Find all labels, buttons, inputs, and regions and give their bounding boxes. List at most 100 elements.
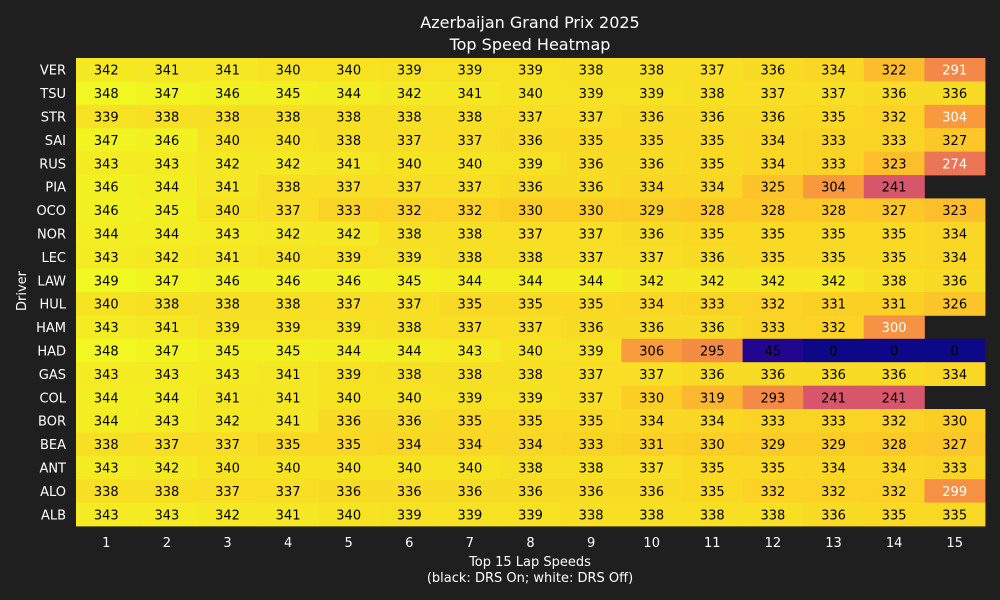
cell-value-label: 336 [579, 321, 604, 336]
heatmap-cell [136, 315, 198, 340]
cell-value-label: 333 [760, 321, 785, 336]
heatmap-cell [197, 58, 259, 82]
cell-value-label: 340 [518, 87, 543, 102]
heatmap-cell [803, 455, 865, 480]
heatmap-cell [500, 432, 562, 457]
cell-value-label: 340 [336, 64, 361, 79]
cell-value-label: 338 [700, 508, 725, 523]
cell-value-label: 342 [397, 87, 422, 102]
heatmap-cell [318, 432, 380, 457]
heatmap-cell [439, 432, 501, 457]
cell-value-label: 328 [700, 204, 725, 219]
x-axis-label: Top 15 Lap Speeds [468, 555, 591, 570]
heatmap-cell [76, 151, 137, 176]
cell-value-label: 334 [821, 462, 846, 477]
heatmap-cell [803, 81, 865, 106]
cell-value-label: 323 [882, 157, 907, 172]
heatmap-cell [76, 292, 137, 316]
heatmap-cell [803, 502, 865, 527]
heatmap-cell [560, 58, 622, 82]
x-tick-label: 7 [466, 536, 474, 551]
heatmap-cell [439, 385, 501, 410]
heatmap-cell [863, 175, 925, 199]
cell-value-label: 338 [276, 111, 301, 126]
heatmap-cell [560, 385, 622, 410]
heatmap-cell [803, 175, 865, 199]
cell-value-label: 338 [154, 485, 179, 500]
cell-value-label: 346 [215, 274, 240, 289]
heatmap-cell [136, 432, 198, 457]
heatmap-cell [621, 385, 683, 410]
cell-value-label: 336 [518, 485, 543, 500]
cell-value-label: 346 [336, 274, 361, 289]
cell-value-label: 339 [215, 321, 240, 336]
heatmap-cell [136, 268, 198, 293]
cell-value-label: 346 [154, 134, 179, 149]
cell-value-label: 338 [457, 111, 482, 126]
y-axis-label: Driver [15, 270, 30, 311]
cell-value-label: 334 [882, 462, 907, 477]
y-tick-label: VER [40, 64, 66, 79]
cell-value-label: 344 [94, 415, 119, 430]
cell-value-label: 330 [942, 415, 967, 430]
heatmap-cell [318, 81, 380, 106]
cell-value-label: 349 [94, 274, 119, 289]
heatmap-cell [439, 58, 501, 82]
heatmap-cell [76, 315, 137, 340]
cell-value-label: 338 [518, 368, 543, 383]
heatmap-cell [500, 315, 562, 340]
y-tick-label: BEA [40, 438, 66, 453]
heatmap-cell [500, 198, 562, 223]
cell-value-label: 339 [397, 251, 422, 266]
cell-value-label: 339 [336, 321, 361, 336]
cell-value-label: 335 [882, 228, 907, 243]
heatmap-cell [863, 385, 925, 410]
cell-value-label: 299 [942, 485, 967, 500]
heatmap-cell [379, 268, 440, 293]
heatmap-cell [379, 385, 440, 410]
heatmap-cell [379, 479, 440, 503]
heatmap-cell [76, 245, 137, 269]
heatmap-cell [257, 221, 319, 246]
cell-value-label: 334 [397, 438, 422, 453]
heatmap-cell [560, 362, 622, 386]
x-tick-label: 14 [886, 536, 903, 551]
cell-value-label: 336 [639, 111, 664, 126]
heatmap-cell [742, 362, 804, 386]
cell-value-label: 322 [882, 64, 907, 79]
cell-value-label: 339 [518, 508, 543, 523]
cell-value-label: 334 [639, 181, 664, 196]
cell-value-label: 338 [154, 298, 179, 313]
heatmap-cell [621, 362, 683, 386]
chart-title: Azerbaijan Grand Prix 2025 [420, 13, 639, 32]
cell-value-label: 340 [336, 462, 361, 477]
heatmap-cell [560, 221, 622, 246]
heatmap-cell [257, 151, 319, 176]
heatmap-cell [924, 479, 986, 503]
heatmap-cell [682, 479, 743, 503]
heatmap-cell [439, 502, 501, 527]
heatmap-cell [682, 455, 743, 480]
cell-value-label: 341 [276, 508, 301, 523]
cell-value-label: 335 [579, 134, 604, 149]
cell-value-label: 337 [579, 111, 604, 126]
heatmap-cell [318, 362, 380, 386]
heatmap-cell [379, 151, 440, 176]
heatmap-cell [136, 455, 198, 480]
heatmap-cell [621, 58, 683, 82]
heatmap-cell [257, 338, 319, 363]
cell-value-label: 291 [942, 64, 967, 79]
heatmap-cell [863, 245, 925, 269]
heatmap-cell [682, 198, 743, 223]
heatmap-cell [924, 128, 986, 152]
cell-value-label: 335 [579, 298, 604, 313]
x-tick-label: 8 [526, 536, 534, 551]
cell-value-label: 342 [154, 462, 179, 477]
cell-value-label: 336 [942, 274, 967, 289]
heatmap-cell [560, 81, 622, 106]
x-tick-label: 1 [102, 536, 110, 551]
cell-value-label: 347 [154, 345, 179, 360]
cell-value-label: 334 [760, 157, 785, 172]
cell-value-label: 337 [336, 298, 361, 313]
heatmap-cell [621, 128, 683, 152]
